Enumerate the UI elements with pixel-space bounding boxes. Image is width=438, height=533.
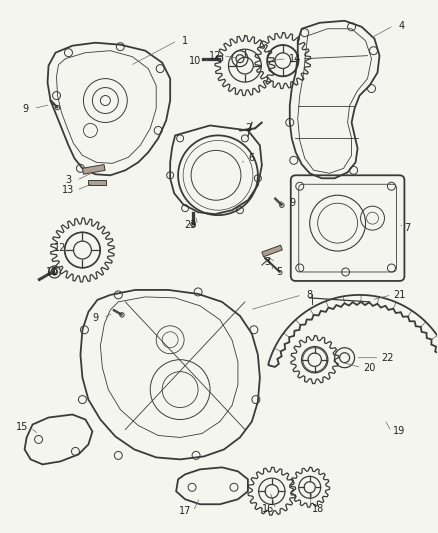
- Text: 12: 12: [54, 243, 67, 253]
- Text: 12: 12: [209, 51, 221, 61]
- Text: 14: 14: [289, 54, 301, 63]
- Text: 7: 7: [404, 223, 410, 233]
- Text: 9: 9: [290, 198, 296, 208]
- Text: 3: 3: [65, 175, 71, 185]
- Text: 23: 23: [184, 220, 196, 230]
- Text: 21: 21: [393, 290, 406, 300]
- Text: 22: 22: [381, 353, 394, 363]
- Text: 2: 2: [245, 124, 251, 133]
- Text: 13: 13: [62, 185, 74, 195]
- Text: 9: 9: [92, 313, 99, 323]
- Text: 15: 15: [17, 423, 29, 432]
- Text: 19: 19: [393, 426, 406, 437]
- Bar: [262, 245, 283, 257]
- Text: 11: 11: [46, 267, 59, 277]
- Text: 5: 5: [277, 267, 283, 277]
- Text: 16: 16: [262, 504, 274, 514]
- Text: 3: 3: [265, 257, 271, 267]
- Text: 17: 17: [179, 506, 191, 516]
- Text: 1: 1: [182, 36, 188, 46]
- Text: 9: 9: [22, 103, 28, 114]
- Bar: [82, 165, 105, 174]
- Text: 4: 4: [398, 21, 404, 31]
- Text: 10: 10: [189, 55, 201, 66]
- Text: 6: 6: [249, 154, 255, 163]
- Bar: [88, 180, 106, 185]
- Text: 20: 20: [364, 362, 376, 373]
- Text: 8: 8: [307, 290, 313, 300]
- Text: 18: 18: [311, 504, 324, 514]
